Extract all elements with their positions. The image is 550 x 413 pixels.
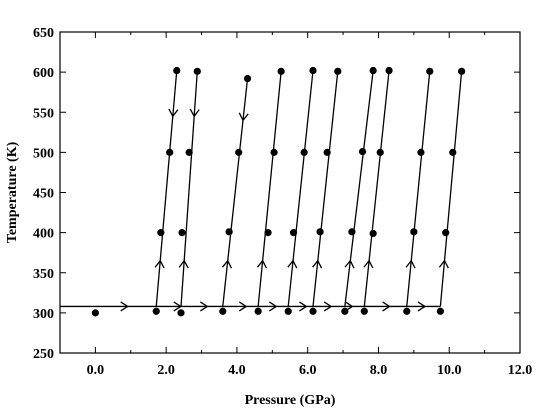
x-tick-label: 6.0: [299, 363, 317, 378]
data-point: [178, 229, 186, 237]
data-point: [360, 307, 368, 315]
up-arrow: [312, 259, 323, 269]
data-point: [426, 67, 434, 75]
data-point: [185, 148, 193, 156]
data-point: [316, 228, 324, 236]
data-point: [289, 229, 298, 237]
y-tick-label: 450: [33, 187, 54, 202]
x-tick-label: 0.0: [87, 363, 105, 378]
isochore-line: [439, 71, 463, 307]
right-arrow: [323, 301, 333, 312]
right-arrow: [299, 301, 308, 312]
isochore-line: [180, 71, 198, 307]
isochore-line: [155, 70, 178, 307]
data-point: [157, 229, 165, 237]
isochore-line: [257, 71, 282, 307]
data-point: [385, 66, 393, 75]
data-point: [323, 148, 331, 156]
x-axis-title: Pressure (GPa): [245, 393, 336, 408]
y-tick-label: 300: [33, 307, 54, 322]
isochore-line: [222, 78, 249, 307]
direction-arrows: [120, 108, 449, 312]
data-point: [270, 148, 278, 156]
up-arrow: [438, 259, 449, 269]
up-arrow: [344, 259, 355, 269]
data-point: [284, 307, 292, 315]
right-arrow: [173, 301, 182, 312]
data-points: [91, 66, 466, 317]
y-tick-label: 550: [33, 106, 54, 121]
isochore-lines: [60, 70, 463, 308]
isochore-line: [363, 70, 390, 307]
y-tick-label: 350: [33, 267, 54, 282]
isochore-line: [406, 71, 431, 307]
isochore-line: [287, 70, 314, 307]
isochore-line: [344, 70, 374, 307]
data-point: [369, 229, 377, 238]
data-point: [334, 67, 342, 75]
up-arrow: [405, 259, 416, 269]
data-point: [193, 67, 201, 75]
data-point: [264, 229, 272, 237]
data-point: [341, 307, 349, 315]
data-point: [300, 148, 308, 156]
x-tick-label: 8.0: [370, 363, 388, 378]
data-point: [173, 66, 181, 75]
y-axis-title: Temperature (K): [5, 141, 20, 243]
data-point: [219, 307, 227, 315]
data-point: [458, 67, 466, 75]
data-point: [225, 228, 233, 236]
isochore-line: [312, 71, 339, 307]
data-point: [348, 228, 356, 236]
y-tick-label: 650: [33, 26, 54, 41]
right-arrow: [238, 301, 248, 312]
data-point: [442, 229, 450, 237]
data-point: [91, 309, 99, 317]
down-arrow: [189, 108, 200, 118]
data-point: [152, 307, 160, 315]
data-point: [369, 66, 377, 75]
up-arrow: [256, 259, 268, 269]
data-point: [309, 307, 317, 315]
data-point: [309, 66, 317, 75]
right-arrow: [199, 301, 209, 312]
up-arrow: [222, 259, 233, 269]
up-arrow: [178, 259, 189, 269]
right-arrow: [120, 301, 129, 312]
right-arrow: [417, 301, 427, 312]
data-point: [376, 148, 384, 156]
data-point: [166, 148, 174, 156]
y-tick-label: 400: [33, 227, 54, 242]
down-arrow: [238, 112, 249, 122]
x-tick-label: 10.0: [437, 363, 462, 378]
up-arrow: [363, 259, 374, 269]
data-point: [277, 67, 285, 75]
x-tick-label: 2.0: [157, 363, 175, 378]
data-point: [235, 148, 243, 156]
data-point: [358, 147, 367, 156]
data-point: [410, 228, 418, 236]
data-point: [449, 148, 457, 156]
right-arrow: [382, 301, 391, 312]
data-point: [254, 307, 262, 315]
axis-ticks: [59, 32, 521, 353]
right-arrow: [268, 301, 278, 312]
y-tick-label: 600: [33, 66, 54, 81]
data-point: [243, 74, 252, 83]
x-tick-label: 4.0: [228, 363, 246, 378]
down-arrow: [168, 108, 179, 118]
x-tick-label: 12.0: [508, 363, 533, 378]
y-tick-label: 250: [33, 347, 54, 362]
up-arrow: [154, 259, 165, 269]
data-point: [436, 307, 444, 315]
data-point: [403, 307, 411, 315]
data-point: [177, 309, 185, 317]
x-tick-labels: 0.0 2.0 4.0 6.0 8.0 10.0 12.0: [87, 363, 533, 378]
data-point: [417, 148, 425, 156]
y-tick-labels: 250 300 350 400 450 500 550 600 650: [33, 26, 54, 362]
y-tick-label: 500: [33, 146, 54, 161]
up-arrow: [287, 259, 298, 269]
